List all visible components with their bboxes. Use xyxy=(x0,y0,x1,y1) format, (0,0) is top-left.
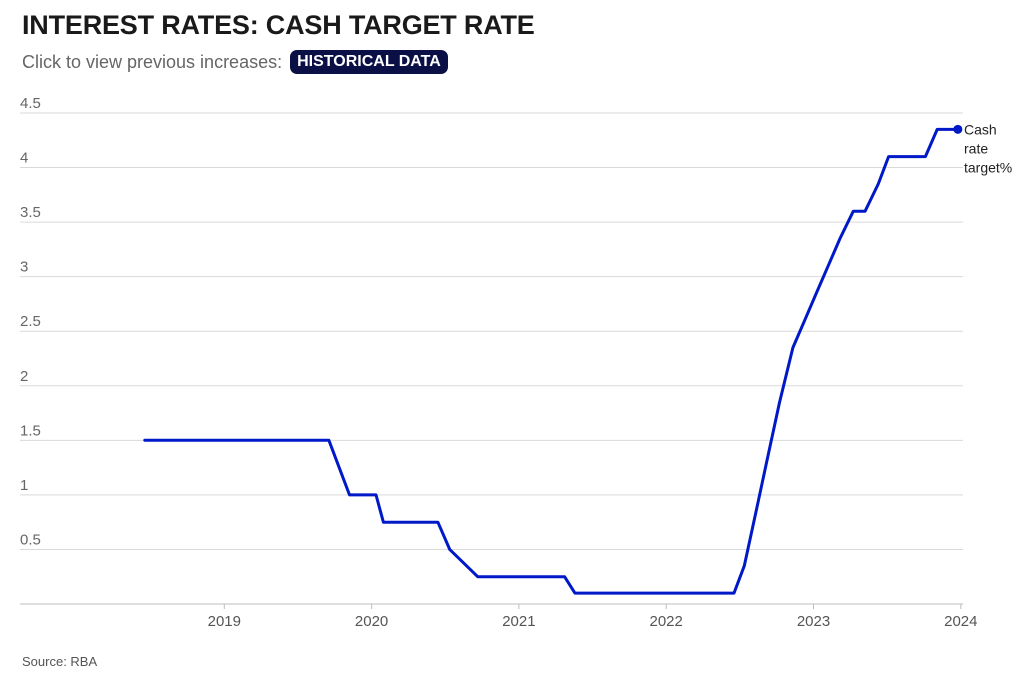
x-tick-label: 2020 xyxy=(355,613,388,630)
x-tick-label: 2019 xyxy=(208,613,241,630)
y-tick-label: 1 xyxy=(20,477,28,494)
historical-data-button[interactable]: HISTORICAL DATA xyxy=(290,50,448,74)
y-tick-label: 2 xyxy=(20,368,28,385)
y-tick-label: 3 xyxy=(20,259,28,276)
chart-subtitle: Click to view previous increases: HISTOR… xyxy=(22,50,448,74)
x-tick-label: 2024 xyxy=(944,613,977,630)
y-tick-label: 0.5 xyxy=(20,531,41,548)
series-end-point xyxy=(953,124,963,134)
x-tick-label: 2021 xyxy=(502,613,535,630)
series-label: Cash rate target% xyxy=(964,121,1012,175)
x-tick-label: 2023 xyxy=(797,613,830,630)
y-tick-label: 4 xyxy=(20,150,28,167)
x-tick-label: 2022 xyxy=(650,613,683,630)
chart-title: INTEREST RATES: CASH TARGET RATE xyxy=(22,10,535,40)
series-line xyxy=(143,127,960,595)
source-note: Source: RBA xyxy=(22,654,98,669)
y-tick-label: 2.5 xyxy=(20,313,41,330)
subtitle-text: Click to view previous increases: xyxy=(22,51,283,72)
y-tick-label: 1.5 xyxy=(20,422,41,439)
y-tick-label: 3.5 xyxy=(20,204,41,221)
y-tick-label: 4.5 xyxy=(20,95,41,112)
